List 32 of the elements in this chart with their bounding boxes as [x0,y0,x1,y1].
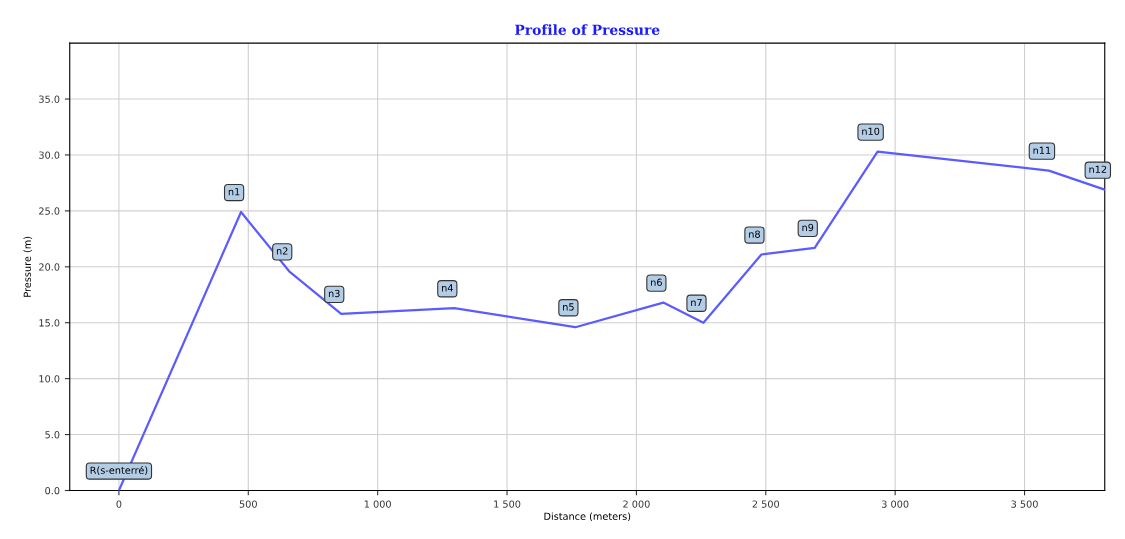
y-tick-label: 10.0 [39,375,60,383]
annotation: n9 [802,223,814,232]
y-tick-label: 25.0 [39,207,60,215]
chart-title: Profile of Pressure [515,24,660,35]
x-tick-label: 1 000 [364,500,391,508]
annotation: n5 [563,303,574,311]
annotation: n1 [228,188,240,196]
annotation: n2 [276,247,288,255]
x-tick-label: 2 000 [623,500,650,508]
y-tick-label: 20.0 [39,263,60,271]
x-tick-label: 0 [116,500,122,508]
annotation: n11 [1033,146,1051,154]
annotation: n7 [691,298,702,306]
x-axis-title: Distance (meters) [544,512,631,522]
y-tick-label: 35.0 [39,95,60,103]
annotation: n8 [749,230,760,238]
y-axis-title: Pressure (m) [23,236,33,297]
x-tick-label: 3 500 [1011,500,1038,508]
y-tick-label: 30.0 [39,151,60,159]
y-tick-label: 0.0 [45,486,60,495]
y-tick-label: 5.0 [45,431,60,439]
y-tick-label: 15.0 [39,319,60,327]
annotation: R(s-enterré) [90,465,148,476]
annotation: n10 [862,127,880,135]
annotation: n6 [651,278,662,286]
annotation: n12 [1089,165,1107,173]
annotation: n3 [328,289,340,298]
x-tick-label: 3 000 [881,500,909,508]
x-tick-label: 1 500 [494,500,521,508]
annotation: n4 [442,284,453,292]
x-tick-label: 2 500 [752,500,780,508]
x-tick-label: 500 [239,500,257,508]
